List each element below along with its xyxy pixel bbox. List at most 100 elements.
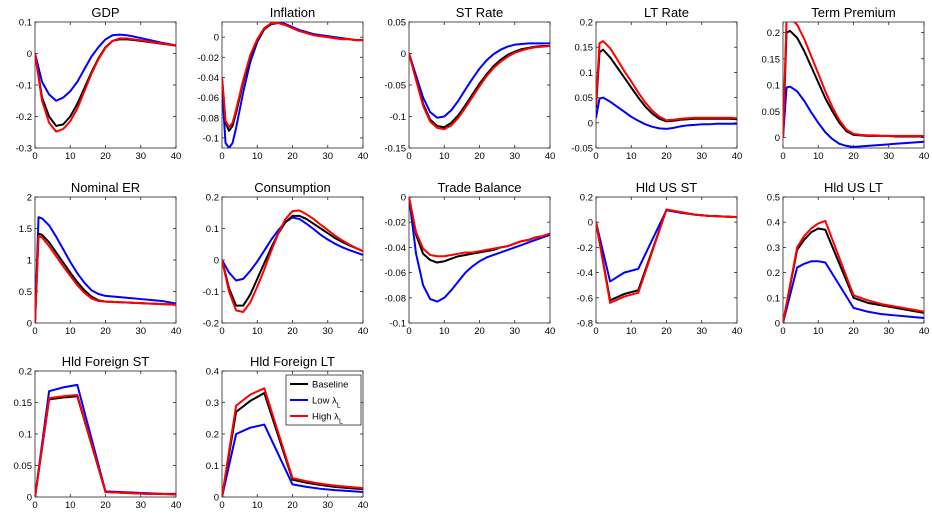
x-tick-label: 40 — [919, 151, 930, 162]
x-tick-label: 10 — [252, 500, 263, 511]
x-tick-label: 20 — [661, 326, 672, 337]
series-line-low-l — [596, 96, 737, 130]
y-tick-label: 0 — [214, 493, 219, 504]
y-tick-label: -0.2 — [16, 112, 32, 123]
y-tick-label: 0.2 — [206, 193, 219, 204]
x-tick-label: 20 — [848, 151, 859, 162]
x-tick-label: 10 — [65, 326, 76, 337]
y-tick-label: 0.2 — [767, 268, 780, 279]
y-tick-label: 0.15 — [14, 398, 33, 409]
x-tick-label: 20 — [474, 151, 485, 162]
series-line-high-l — [596, 40, 737, 122]
y-tick-label: -0.05 — [571, 144, 593, 155]
panel-title: Trade Balance — [437, 180, 521, 195]
y-tick-label: 0.3 — [206, 398, 219, 409]
axes-box — [34, 370, 177, 498]
x-tick-label: 30 — [696, 151, 707, 162]
x-tick-label: 10 — [252, 151, 263, 162]
y-tick-label: -0.15 — [384, 144, 406, 155]
y-tick-label: 0.4 — [206, 367, 219, 378]
legend-label-subscript: L — [337, 402, 341, 409]
x-tick-label: 10 — [813, 151, 824, 162]
y-tick-label: 0.4 — [767, 218, 780, 229]
y-tick-label: 0.1 — [206, 224, 219, 235]
legend-label: High λL — [312, 412, 343, 426]
y-tick-label: 2 — [27, 193, 32, 204]
panel-title: ST Rate — [456, 5, 503, 20]
x-tick-label: 10 — [65, 151, 76, 162]
y-tick-label: 0 — [27, 319, 32, 330]
series-line-high-l — [222, 209, 363, 313]
y-tick-label: 0.05 — [388, 18, 407, 29]
x-tick-label: 0 — [593, 151, 598, 162]
series-line-low-l — [783, 260, 924, 323]
x-tick-label: 0 — [219, 151, 224, 162]
x-tick-label: 20 — [287, 326, 298, 337]
y-tick-label: -0.6 — [577, 293, 593, 304]
x-tick-label: 40 — [171, 500, 182, 511]
series-line-low-l — [222, 216, 363, 282]
x-tick-label: 30 — [135, 500, 146, 511]
panel-gdp: GDP -0.3 -0.2 -0.1 0 0.1 0 10 20 30 40 — [16, 5, 182, 162]
y-tick-label: 0.2 — [767, 28, 780, 39]
x-tick-label: 0 — [219, 326, 224, 337]
x-tick-label: 40 — [545, 326, 556, 337]
y-tick-label: 0 — [27, 493, 32, 504]
y-tick-label: 0.05 — [14, 461, 33, 472]
y-tick-label: 0 — [775, 133, 780, 144]
x-tick-label: 30 — [883, 151, 894, 162]
x-tick-label: 10 — [813, 326, 824, 337]
panel-title: Nominal ER — [71, 180, 140, 195]
x-tick-label: 20 — [100, 151, 111, 162]
panel-term-premium: Term Premium 0 0.05 0.1 0.15 0.2 0 10 20 30 40 — [762, 5, 930, 162]
y-tick-label: -0.05 — [384, 81, 406, 92]
series-line-low-l — [409, 42, 550, 119]
y-tick-label: 0.15 — [762, 54, 781, 65]
panel-st-rate: ST Rate -0.15 -0.1 -0.05 0 0.05 0 10 20 30 40 — [384, 5, 555, 162]
y-tick-label: -0.2 — [577, 243, 593, 254]
axes-box — [782, 196, 925, 324]
series-line-baseline — [222, 392, 363, 497]
series-line-high-l — [35, 37, 176, 133]
x-tick-label: 40 — [732, 326, 743, 337]
y-tick-label: 0.2 — [206, 430, 219, 441]
y-tick-label: -0.08 — [384, 293, 406, 304]
y-tick-label: 1 — [27, 256, 32, 267]
y-tick-label: 0 — [214, 256, 219, 267]
y-tick-label: 0.1 — [19, 18, 32, 29]
y-tick-label: -0.8 — [577, 319, 593, 330]
y-tick-label: 0.2 — [580, 193, 593, 204]
panel-hld-us-lt: Hld US LT 0 0.1 0.2 0.3 0.4 0.5 0 10 20 30 40 — [767, 180, 930, 337]
x-tick-label: 40 — [732, 151, 743, 162]
y-tick-label: 0.3 — [767, 243, 780, 254]
panel-title: Inflation — [270, 5, 316, 20]
x-tick-label: 30 — [322, 500, 333, 511]
series-line-low-l — [35, 33, 176, 102]
x-tick-label: 20 — [661, 151, 672, 162]
axes-box — [595, 21, 738, 149]
x-tick-label: 20 — [100, 326, 111, 337]
x-tick-label: 40 — [545, 151, 556, 162]
x-tick-label: 10 — [439, 326, 450, 337]
x-tick-label: 40 — [358, 151, 369, 162]
panel-consumption: Consumption -0.2 -0.1 0 0.1 0.2 0 10 20 30 40 — [203, 180, 369, 337]
x-tick-label: 30 — [135, 151, 146, 162]
series-line-baseline — [783, 227, 924, 323]
series-line-low-l — [222, 423, 363, 497]
x-tick-label: 30 — [509, 151, 520, 162]
panel-title: LT Rate — [644, 5, 689, 20]
x-tick-label: 30 — [509, 326, 520, 337]
y-tick-label: -0.04 — [384, 243, 406, 254]
x-tick-label: 30 — [883, 326, 894, 337]
y-tick-label: -0.1 — [16, 81, 32, 92]
panel-title: GDP — [91, 5, 119, 20]
y-tick-label: -0.08 — [197, 113, 219, 124]
series-line-low-l — [35, 216, 176, 323]
x-tick-label: 40 — [358, 500, 369, 511]
series-line-high-l — [222, 22, 363, 128]
x-tick-label: 0 — [32, 151, 37, 162]
y-tick-label: 0.1 — [580, 68, 593, 79]
panel-title: Hld US LT — [824, 180, 883, 195]
panel-title: Term Premium — [811, 5, 896, 20]
